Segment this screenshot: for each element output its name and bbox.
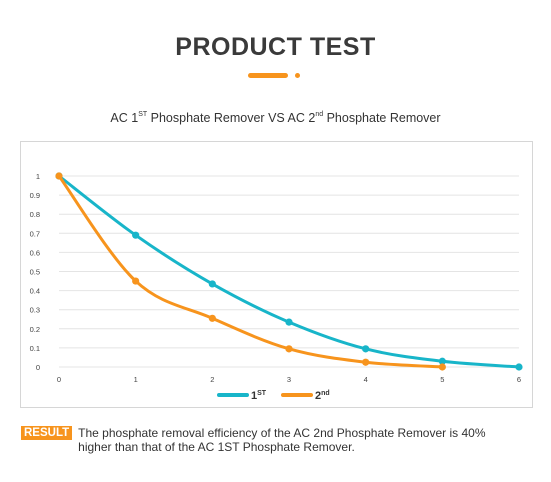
- result-section: RESULT The phosphate removal efficiency o…: [21, 426, 541, 454]
- y-tick-label: 0.7: [30, 229, 40, 238]
- series-1-point: [285, 318, 293, 326]
- series-1-point: [438, 357, 446, 365]
- y-tick-label: 0.9: [30, 191, 40, 200]
- series-1-point: [132, 231, 140, 239]
- x-tick-label: 2: [210, 375, 214, 384]
- title-underline-dot: [295, 73, 300, 78]
- title-underline-bar: [248, 73, 288, 78]
- y-tick-label: 0.4: [30, 287, 40, 296]
- x-tick-label: 6: [517, 375, 521, 384]
- y-tick-label: 0.1: [30, 344, 40, 353]
- legend-label-1: 1ST: [251, 390, 267, 402]
- series-1-point: [208, 280, 216, 288]
- series-1-point: [362, 345, 370, 353]
- legend-label-2: 2nd: [315, 390, 330, 402]
- y-tick-label: 1: [36, 172, 40, 181]
- chart-title-part-3: Phosphate Remover: [323, 111, 441, 125]
- y-tick-label: 0.6: [30, 248, 40, 257]
- chart-title: AC 1ST Phosphate Remover VS AC 2nd Phosp…: [0, 111, 551, 125]
- series-2-point: [132, 277, 140, 285]
- y-tick-label: 0.5: [30, 268, 40, 277]
- chart-title-sup-1: ST: [138, 110, 148, 118]
- series-2-point: [55, 172, 63, 180]
- chart-title-part-1: AC 1: [110, 111, 139, 125]
- result-text: The phosphate removal efficiency of the …: [78, 426, 486, 454]
- series-1-point: [515, 363, 523, 371]
- x-tick-label: 1: [134, 375, 138, 384]
- series-2-point: [208, 314, 216, 322]
- series-2-point: [285, 345, 293, 353]
- y-tick-label: 0.8: [30, 210, 40, 219]
- series-2-point: [362, 358, 370, 366]
- y-tick-label: 0.2: [30, 325, 40, 334]
- page-title: PRODUCT TEST: [175, 33, 376, 61]
- y-tick-label: 0: [36, 363, 40, 372]
- line-chart: 0 0.1 0.2 0.3 0.4 0.5 0.6 0.7 0.8 0.9 1 0 1 2 3 4 5 6 1ST 2…: [30, 172, 523, 402]
- chart-title-sup-2: nd: [315, 110, 324, 118]
- x-tick-label: 5: [440, 375, 444, 384]
- result-badge: RESULT: [21, 426, 73, 440]
- y-tick-label: 0.3: [30, 306, 40, 315]
- chart-container: 0 0.1 0.2 0.3 0.4 0.5 0.6 0.7 0.8 0.9 1 0 1 2 3 4 5 6 1ST 2…: [20, 141, 533, 408]
- x-tick-label: 4: [364, 375, 368, 384]
- x-tick-label: 0: [57, 375, 61, 384]
- chart-title-part-2: Phosphate Remover VS AC 2: [147, 111, 316, 125]
- series-2-point: [438, 363, 446, 371]
- x-tick-label: 3: [287, 375, 291, 384]
